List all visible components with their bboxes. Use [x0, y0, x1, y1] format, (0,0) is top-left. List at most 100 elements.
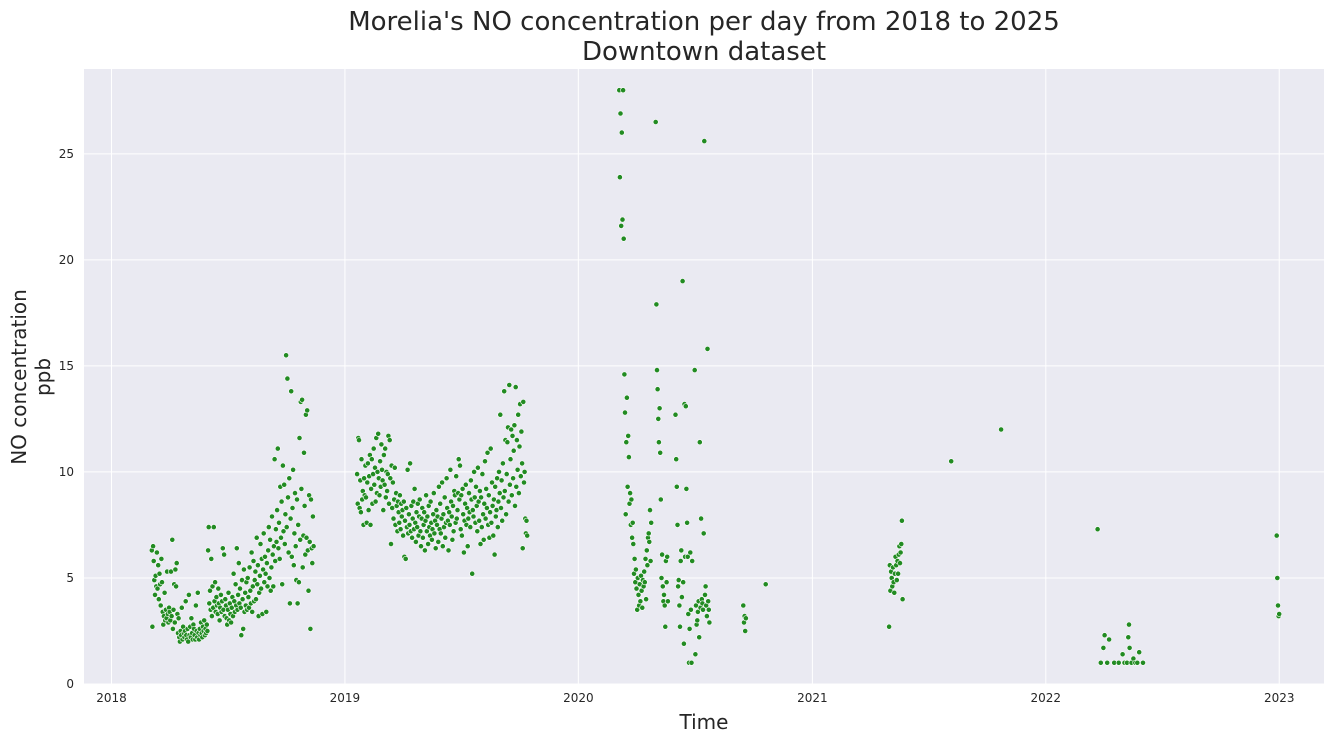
data-point	[453, 515, 460, 522]
data-point	[491, 551, 498, 558]
data-point	[254, 581, 261, 588]
data-point	[489, 479, 495, 486]
data-point	[380, 507, 387, 513]
data-point	[192, 602, 199, 609]
data-point	[381, 481, 388, 488]
data-point	[505, 498, 512, 505]
data-point	[674, 522, 681, 528]
data-point	[299, 564, 306, 571]
data-point	[693, 602, 699, 609]
data-point	[1119, 651, 1126, 658]
data-point	[684, 519, 690, 526]
data-point	[285, 549, 292, 556]
data-point	[465, 515, 472, 522]
data-point	[437, 530, 444, 537]
data-point	[228, 619, 234, 626]
data-point	[706, 619, 713, 626]
data-point	[740, 602, 747, 609]
x-tick-label: 2019	[330, 691, 361, 705]
data-point	[696, 439, 703, 446]
data-point	[497, 411, 504, 418]
data-point	[656, 405, 663, 412]
data-point	[514, 437, 520, 443]
data-point	[239, 596, 246, 603]
x-tick-label: 2021	[797, 691, 828, 705]
data-point	[230, 570, 237, 577]
data-point	[294, 496, 300, 503]
data-point	[404, 466, 411, 473]
data-point	[470, 513, 477, 520]
data-point	[743, 615, 749, 622]
data-point	[365, 507, 372, 513]
data-point	[658, 575, 665, 581]
data-points	[148, 87, 1283, 666]
data-point	[439, 479, 445, 486]
data-point	[421, 547, 428, 554]
data-point	[661, 602, 668, 609]
data-point	[382, 494, 389, 501]
data-point	[207, 587, 213, 594]
data-point	[466, 490, 472, 496]
data-point	[682, 403, 689, 410]
data-point	[948, 458, 955, 465]
data-point	[655, 415, 662, 422]
data-point	[498, 505, 504, 511]
data-point	[201, 617, 208, 624]
data-point	[705, 606, 712, 613]
data-point	[265, 547, 272, 554]
data-point	[215, 585, 222, 592]
data-point	[265, 524, 272, 530]
data-point	[661, 592, 667, 598]
data-point	[1275, 602, 1281, 609]
data-point	[496, 490, 503, 496]
data-point	[212, 579, 218, 586]
data-point	[295, 579, 302, 586]
data-point	[702, 583, 709, 590]
data-point	[704, 345, 711, 352]
data-point	[459, 485, 466, 492]
data-point	[172, 566, 179, 573]
data-point	[645, 530, 652, 537]
data-point	[267, 536, 273, 543]
data-point	[161, 589, 168, 596]
data-point	[260, 566, 266, 573]
data-point	[169, 626, 176, 632]
data-point	[504, 439, 511, 446]
data-point	[499, 460, 506, 467]
data-point	[1273, 532, 1280, 539]
data-point	[209, 583, 216, 590]
data-point	[290, 466, 296, 473]
y-axis-label-line1: NO concentration	[7, 289, 31, 465]
data-point	[382, 445, 389, 452]
data-point	[641, 579, 648, 586]
data-point	[448, 513, 455, 520]
data-point	[524, 532, 531, 539]
data-point	[419, 534, 426, 541]
data-point	[414, 524, 421, 530]
data-point	[403, 505, 410, 511]
data-point	[484, 449, 491, 456]
data-point	[279, 462, 286, 469]
data-point	[617, 110, 624, 117]
data-point	[261, 579, 268, 586]
data-point	[248, 549, 255, 556]
data-point	[276, 556, 283, 562]
data-point	[412, 539, 419, 545]
data-point	[458, 492, 465, 499]
data-point	[471, 468, 477, 475]
data-point	[306, 539, 313, 545]
y-tick-label: 5	[66, 571, 74, 585]
data-point	[482, 515, 489, 522]
data-point	[372, 498, 379, 505]
data-point	[676, 602, 683, 609]
data-point	[446, 509, 453, 516]
x-axis-label: Time	[679, 710, 729, 734]
data-point	[367, 522, 374, 528]
data-point	[633, 566, 639, 573]
data-point	[354, 471, 360, 477]
data-point	[425, 541, 431, 547]
data-point	[473, 483, 479, 490]
data-point	[173, 560, 180, 566]
data-point	[487, 509, 493, 516]
